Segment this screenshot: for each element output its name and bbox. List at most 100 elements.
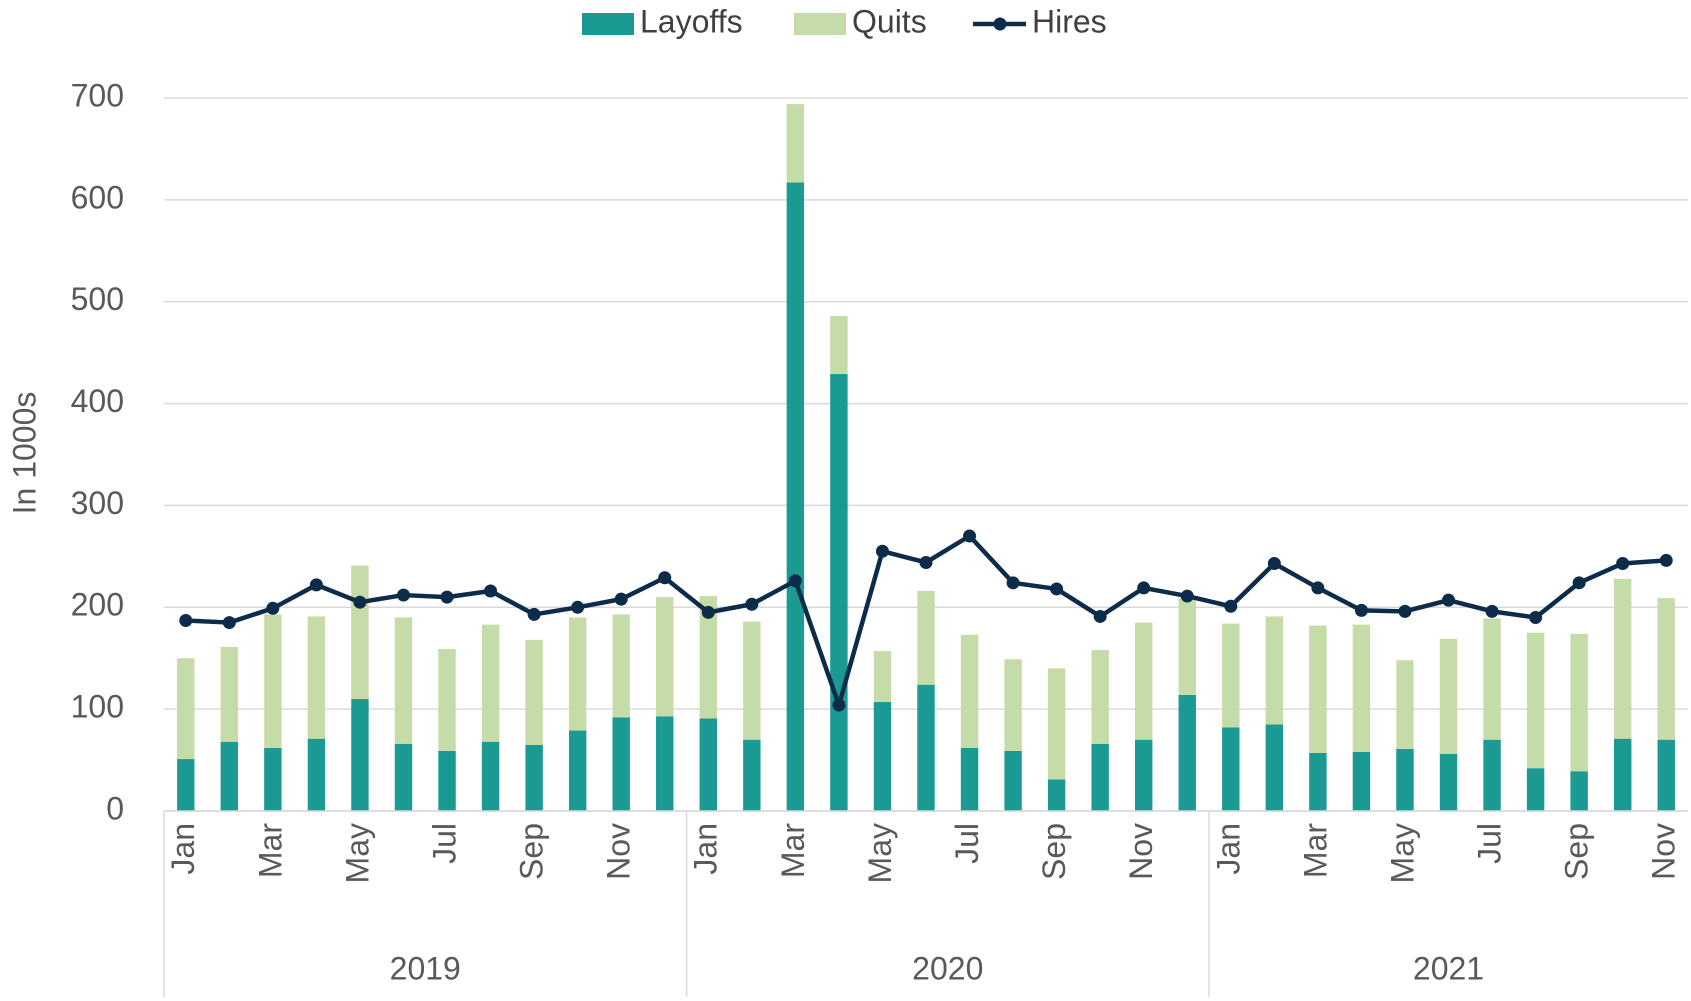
x-tick-label: Sep [514, 823, 550, 880]
line-marker [1180, 589, 1194, 603]
bar [1222, 727, 1240, 811]
x-tick-label: Mar [1297, 823, 1333, 878]
bar [1570, 771, 1588, 811]
x-tick-label: Mar [252, 823, 288, 878]
bar [743, 739, 761, 811]
line-marker [1572, 576, 1586, 590]
line-marker [440, 590, 454, 604]
group-label: 2019 [390, 950, 461, 986]
bar [394, 743, 413, 811]
bar [1047, 668, 1066, 780]
bar [481, 624, 500, 742]
bar [1396, 660, 1414, 749]
line-marker [1398, 604, 1412, 618]
bar [264, 747, 282, 811]
x-tick-label: Mar [775, 823, 811, 878]
bar [1309, 625, 1327, 753]
line-marker [396, 588, 410, 602]
line-marker [266, 601, 280, 615]
bar [1613, 578, 1632, 739]
x-tick-label: Jan [1210, 823, 1246, 875]
bar [960, 634, 979, 748]
y-tick-label: 600 [71, 179, 124, 215]
bar [699, 718, 717, 811]
line-marker [1354, 603, 1368, 617]
x-tick-label: Sep [1036, 823, 1072, 880]
y-axis-label: In 1000s [6, 392, 42, 515]
y-tick-label: 400 [71, 383, 124, 419]
bar [612, 614, 630, 718]
bar [568, 617, 587, 731]
x-tick-label: Jul [1472, 823, 1508, 864]
bar [873, 651, 892, 703]
line-marker [1659, 553, 1673, 567]
bar [656, 716, 674, 811]
y-tick-label: 500 [71, 281, 124, 317]
x-tick-label: Jul [949, 823, 985, 864]
y-tick-label: 0 [106, 790, 124, 826]
bar [960, 747, 979, 811]
line-marker [919, 555, 933, 569]
bar [830, 374, 848, 811]
bar [1657, 598, 1675, 740]
bar [1439, 638, 1458, 754]
bar [1483, 618, 1501, 740]
line-marker [963, 529, 977, 543]
bar [1178, 694, 1196, 811]
line-marker [701, 605, 715, 619]
bar [1570, 633, 1588, 772]
x-tick-label: May [862, 823, 898, 883]
bar [1396, 748, 1414, 811]
line-marker [1616, 556, 1630, 570]
bar [177, 658, 195, 760]
bar [786, 182, 805, 811]
bar [612, 717, 630, 811]
bar [1091, 743, 1109, 811]
bar [917, 684, 935, 811]
x-tick-label: Nov [601, 823, 637, 880]
bar [1135, 739, 1153, 811]
bar [1352, 624, 1371, 752]
line-marker [527, 607, 541, 621]
bar [177, 759, 195, 811]
bar [1178, 598, 1196, 695]
bar [264, 614, 282, 748]
bar [438, 649, 456, 751]
bar [351, 698, 369, 811]
bar [1004, 659, 1022, 751]
x-tick-label: Nov [1646, 823, 1682, 880]
bar [873, 702, 892, 811]
bar [1135, 622, 1153, 740]
bar [1613, 738, 1632, 811]
bar [1047, 779, 1066, 811]
line-marker [614, 592, 628, 606]
legend-label: Quits [852, 3, 927, 39]
bar [1265, 724, 1284, 811]
x-tick-label: Jan [688, 823, 724, 875]
group-label: 2021 [1413, 950, 1484, 986]
x-tick-label: Jul [426, 823, 462, 864]
bar [307, 616, 326, 739]
line-marker [832, 698, 846, 712]
bar [438, 750, 456, 811]
x-tick-label: Sep [1559, 823, 1595, 880]
bar [1091, 650, 1109, 744]
bar [786, 104, 805, 183]
line-marker [1093, 609, 1107, 623]
line-marker [658, 571, 672, 585]
legend-label: Hires [1032, 3, 1107, 39]
line-marker [1267, 556, 1281, 570]
bar [699, 596, 717, 719]
line-marker [571, 600, 585, 614]
bar [743, 621, 761, 740]
bar [220, 647, 239, 742]
x-tick-label: Jan [165, 823, 201, 875]
bar [525, 744, 543, 811]
bar [1483, 739, 1501, 811]
bar [351, 565, 369, 699]
x-tick-label: Nov [1123, 823, 1159, 880]
bar [220, 741, 239, 811]
line-marker [484, 584, 498, 598]
line-marker [1485, 604, 1499, 618]
